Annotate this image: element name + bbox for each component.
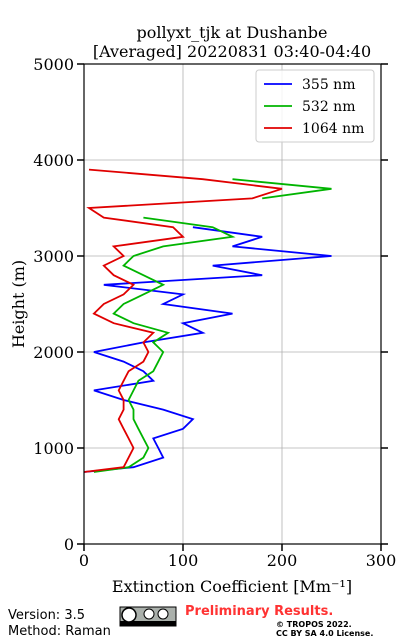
- x-tick-label: 0: [79, 551, 89, 570]
- y-tick-label: 4000: [33, 151, 74, 170]
- chart-subtitle: [Averaged] 20220831 03:40-04:40: [93, 42, 371, 61]
- plot-frame: [83, 63, 382, 545]
- y-tick-label: 5000: [33, 55, 74, 74]
- method: Method: Raman: [8, 624, 111, 639]
- license: CC BY SA 4.0 License.: [276, 629, 373, 638]
- x-tick-label: 200: [267, 551, 298, 570]
- cc-badge: [119, 606, 177, 627]
- legend-box: [255, 69, 375, 143]
- y-tick-label: 1000: [33, 439, 74, 458]
- legend-label: 532 nm: [302, 99, 355, 115]
- y-tick-label: 3000: [33, 247, 74, 266]
- x-axis-label: Extinction Coefficient [Mm⁻¹]: [112, 577, 352, 596]
- y-axis-label: Height (m): [9, 260, 28, 348]
- x-tick-label: 300: [366, 551, 397, 570]
- y-tick-label: 2000: [33, 343, 74, 362]
- version: Version: 3.5: [8, 608, 85, 623]
- y-tick-label: 0: [64, 535, 74, 554]
- chart-title: pollyxt_tjk at Dushanbe: [136, 23, 327, 42]
- copyright: © TROPOS 2022.: [276, 620, 352, 629]
- profile-line: [94, 141, 332, 472]
- status: Preliminary Results.: [185, 604, 333, 619]
- legend-label: 1064 nm: [302, 121, 364, 137]
- profile-line: [83, 226, 332, 473]
- x-tick-label: 100: [168, 551, 199, 570]
- legend-label: 355 nm: [302, 77, 355, 93]
